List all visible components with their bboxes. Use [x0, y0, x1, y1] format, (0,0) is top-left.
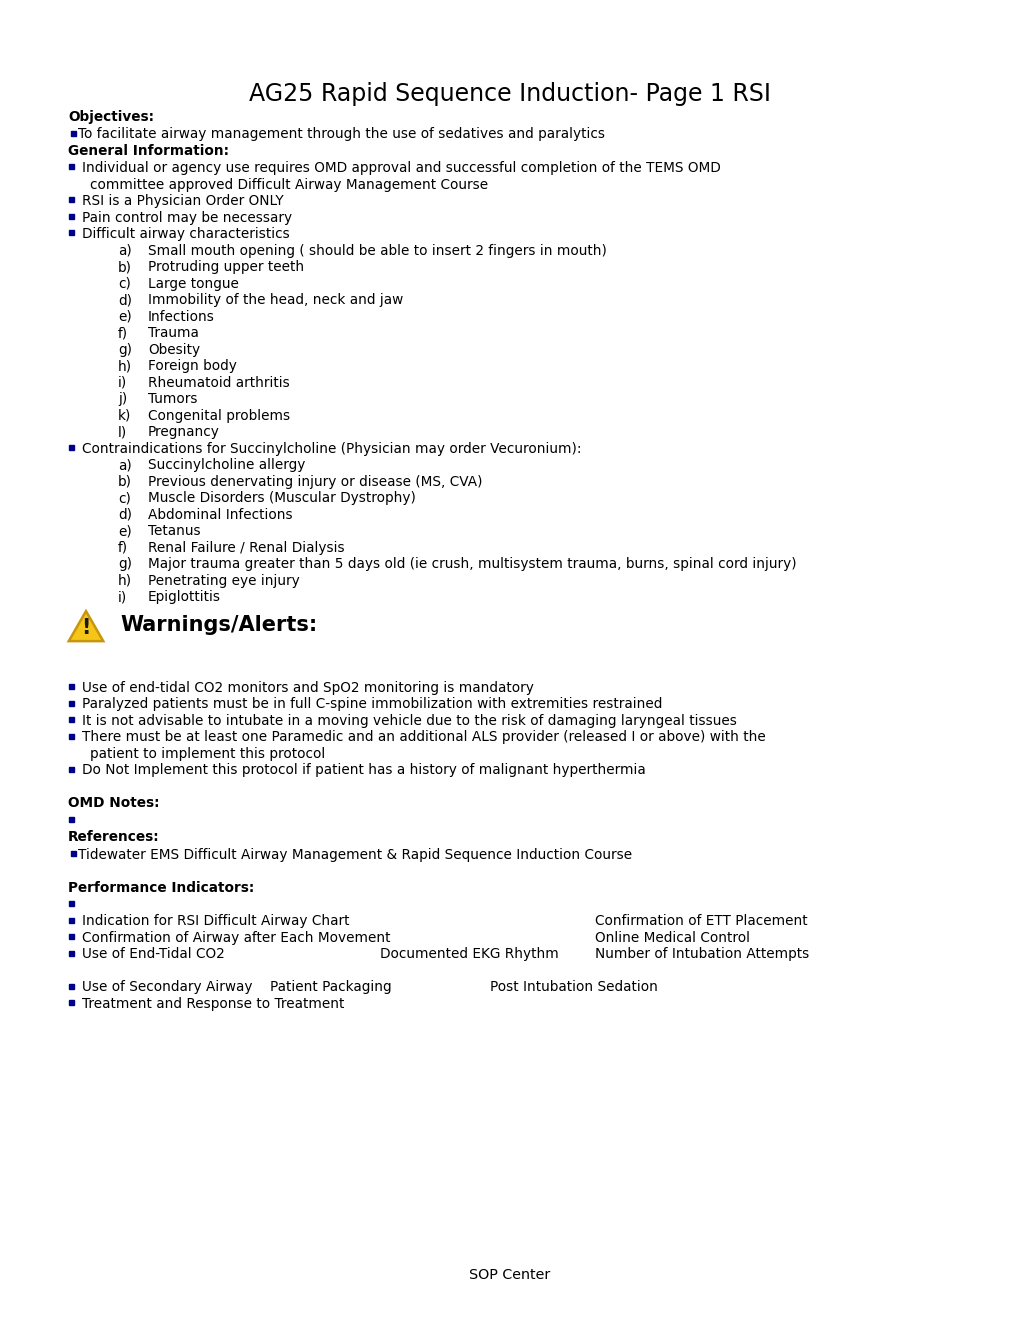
Text: Tidewater EMS Difficult Airway Management & Rapid Sequence Induction Course: Tidewater EMS Difficult Airway Managemen…	[77, 847, 632, 862]
Text: Renal Failure / Renal Dialysis: Renal Failure / Renal Dialysis	[148, 541, 344, 554]
Text: k): k)	[118, 409, 131, 422]
Text: To facilitate airway management through the use of sedatives and paralytics: To facilitate airway management through …	[77, 127, 604, 141]
Text: Objectives:: Objectives:	[68, 110, 154, 124]
Text: Trauma: Trauma	[148, 326, 199, 341]
Bar	[69, 902, 74, 906]
Bar	[69, 165, 74, 169]
Text: h): h)	[118, 359, 132, 374]
Text: Major trauma greater than 5 days old (ie crush, multisystem trauma, burns, spina: Major trauma greater than 5 days old (ie…	[148, 557, 796, 572]
Text: Tetanus: Tetanus	[148, 524, 201, 539]
Bar	[69, 983, 74, 989]
Text: j): j)	[118, 392, 127, 407]
Text: f): f)	[118, 541, 128, 554]
Text: !: !	[82, 618, 91, 639]
Text: Individual or agency use requires OMD approval and successful completion of the : Individual or agency use requires OMD ap…	[82, 161, 720, 176]
Text: Use of Secondary Airway    Patient Packaging: Use of Secondary Airway Patient Packagin…	[82, 981, 391, 994]
Text: d): d)	[118, 293, 131, 308]
Text: Succinylcholine allergy: Succinylcholine allergy	[148, 458, 305, 473]
Text: RSI is a Physician Order ONLY: RSI is a Physician Order ONLY	[82, 194, 283, 209]
Bar	[69, 734, 74, 739]
Text: i): i)	[118, 376, 127, 389]
Text: Protruding upper teeth: Protruding upper teeth	[148, 260, 304, 275]
Bar	[71, 131, 76, 136]
Text: committee approved Difficult Airway Management Course: committee approved Difficult Airway Mana…	[90, 178, 488, 191]
Text: Paralyzed patients must be in full C-spine immobilization with extremities restr: Paralyzed patients must be in full C-spi…	[82, 697, 661, 711]
Text: Warnings/Alerts:: Warnings/Alerts:	[120, 615, 317, 635]
Bar	[69, 684, 74, 689]
Text: Online Medical Control: Online Medical Control	[594, 931, 749, 945]
Text: a): a)	[118, 244, 131, 257]
Text: Congenital problems: Congenital problems	[148, 409, 289, 422]
Bar	[71, 851, 76, 855]
Text: Large tongue: Large tongue	[148, 277, 238, 290]
Text: d): d)	[118, 508, 131, 521]
Text: Foreign body: Foreign body	[148, 359, 236, 374]
Text: Pain control may be necessary: Pain control may be necessary	[82, 211, 291, 224]
Bar	[69, 950, 74, 956]
Text: Tumors: Tumors	[148, 392, 198, 407]
Text: patient to implement this protocol: patient to implement this protocol	[90, 747, 325, 760]
Text: Muscle Disorders (Muscular Dystrophy): Muscle Disorders (Muscular Dystrophy)	[148, 491, 416, 506]
Text: l): l)	[118, 425, 127, 440]
Text: Obesity: Obesity	[148, 343, 200, 356]
Text: AG25 Rapid Sequence Induction- Page 1 RSI: AG25 Rapid Sequence Induction- Page 1 RS…	[249, 82, 770, 106]
Text: Immobility of the head, neck and jaw: Immobility of the head, neck and jaw	[148, 293, 403, 308]
Text: c): c)	[118, 277, 130, 290]
Bar	[69, 1001, 74, 1005]
Text: Pregnancy: Pregnancy	[148, 425, 220, 440]
Text: SOP Center: SOP Center	[469, 1269, 550, 1282]
Text: c): c)	[118, 491, 130, 506]
Text: Use of end-tidal CO2 monitors and SpO2 monitoring is mandatory: Use of end-tidal CO2 monitors and SpO2 m…	[82, 681, 533, 694]
Text: References:: References:	[68, 830, 159, 845]
Text: e): e)	[118, 310, 131, 323]
Text: Abdominal Infections: Abdominal Infections	[148, 508, 292, 521]
Bar	[69, 701, 74, 706]
Text: Use of End-Tidal CO2: Use of End-Tidal CO2	[82, 948, 224, 961]
Text: h): h)	[118, 574, 132, 587]
Text: Post Intubation Sedation: Post Intubation Sedation	[489, 981, 657, 994]
Text: Treatment and Response to Treatment: Treatment and Response to Treatment	[82, 997, 344, 1011]
Text: f): f)	[118, 326, 128, 341]
Text: Epiglottitis: Epiglottitis	[148, 590, 221, 605]
Text: a): a)	[118, 458, 131, 473]
Text: It is not advisable to intubate in a moving vehicle due to the risk of damaging : It is not advisable to intubate in a mov…	[82, 714, 736, 727]
Text: e): e)	[118, 524, 131, 539]
Text: Performance Indicators:: Performance Indicators:	[68, 880, 254, 895]
Bar	[69, 817, 74, 822]
Bar	[69, 214, 74, 219]
Text: Small mouth opening ( should be able to insert 2 fingers in mouth): Small mouth opening ( should be able to …	[148, 244, 606, 257]
Text: OMD Notes:: OMD Notes:	[68, 796, 159, 810]
Text: Documented EKG Rhythm: Documented EKG Rhythm	[380, 948, 558, 961]
Polygon shape	[68, 611, 103, 642]
Text: g): g)	[118, 557, 131, 572]
Text: General Information:: General Information:	[68, 144, 229, 158]
Bar	[69, 717, 74, 722]
Text: i): i)	[118, 590, 127, 605]
Text: b): b)	[118, 260, 131, 275]
Bar	[69, 767, 74, 772]
Text: Contraindications for Succinylcholine (Physician may order Vecuronium):: Contraindications for Succinylcholine (P…	[82, 442, 581, 455]
Bar	[69, 231, 74, 235]
Text: There must be at least one Paramedic and an additional ALS provider (released I : There must be at least one Paramedic and…	[82, 730, 765, 744]
Text: Confirmation of ETT Placement: Confirmation of ETT Placement	[594, 915, 807, 928]
Text: g): g)	[118, 343, 131, 356]
Text: Difficult airway characteristics: Difficult airway characteristics	[82, 227, 289, 242]
Text: b): b)	[118, 475, 131, 488]
Bar	[69, 935, 74, 939]
Bar	[69, 445, 74, 450]
Text: Infections: Infections	[148, 310, 215, 323]
Text: Previous denervating injury or disease (MS, CVA): Previous denervating injury or disease (…	[148, 475, 482, 488]
Text: Number of Intubation Attempts: Number of Intubation Attempts	[594, 948, 808, 961]
Text: Rheumatoid arthritis: Rheumatoid arthritis	[148, 376, 289, 389]
Text: Confirmation of Airway after Each Movement: Confirmation of Airway after Each Moveme…	[82, 931, 390, 945]
Bar	[69, 917, 74, 923]
Bar	[69, 198, 74, 202]
Text: Penetrating eye injury: Penetrating eye injury	[148, 574, 300, 587]
Text: Indication for RSI Difficult Airway Chart: Indication for RSI Difficult Airway Char…	[82, 915, 350, 928]
Text: Do Not Implement this protocol if patient has a history of malignant hyperthermi: Do Not Implement this protocol if patien…	[82, 763, 645, 777]
